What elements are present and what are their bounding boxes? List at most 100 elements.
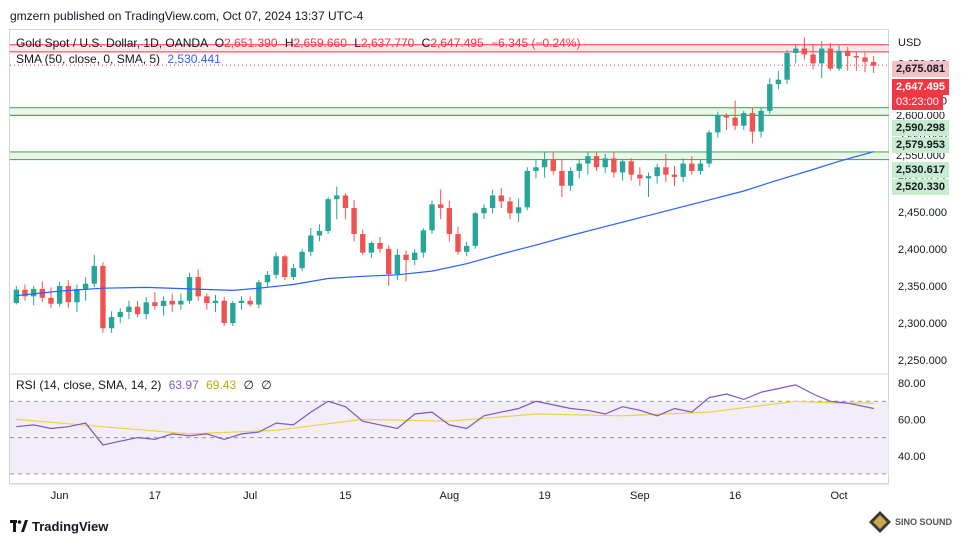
rsi-line — [16, 384, 874, 446]
candle-body — [264, 274, 271, 283]
candle-body — [758, 110, 764, 132]
candle-body — [221, 300, 227, 324]
last-price-tag: 2,647.495 — [892, 79, 949, 95]
candle-body — [325, 199, 331, 232]
candle-body — [82, 283, 89, 289]
countdown-tag: 03:23:00 — [892, 94, 943, 110]
candle-body — [489, 195, 496, 209]
candle-body — [22, 289, 28, 297]
candle-body — [117, 311, 123, 318]
candle-body — [437, 204, 444, 209]
candle-body — [56, 285, 63, 304]
candle-body — [671, 174, 678, 177]
x-tick-label: Oct — [830, 490, 847, 502]
x-tick-label: 15 — [339, 490, 351, 502]
candle-body — [160, 300, 167, 306]
candle-body — [732, 117, 738, 126]
support1-bottom-tag: 2,579.953 — [892, 137, 949, 153]
open-value: 2,651.390 — [224, 36, 278, 50]
candle-body — [741, 113, 747, 126]
candle-body — [481, 208, 487, 214]
candle-body — [637, 174, 643, 179]
candle-body — [91, 265, 97, 284]
axis-2550-label: 2,550.000 — [896, 153, 945, 161]
candle-body — [541, 159, 548, 168]
tradingview-brand[interactable]: TradingView — [10, 519, 108, 534]
y-tick-label: 2,450.000 — [898, 207, 947, 219]
symbol-name: Gold Spot / U.S. Dollar, 1D, OANDA — [16, 36, 208, 50]
sma-value: 2,530.441 — [167, 52, 221, 66]
candle-body — [394, 254, 401, 275]
rsi-tick-label: 60.00 — [898, 414, 926, 426]
candle-body — [628, 161, 634, 175]
candle-body — [212, 300, 219, 304]
candle-body — [108, 317, 115, 329]
resistance-zone — [10, 44, 889, 52]
rsi-sma-line — [16, 400, 874, 435]
change-value: −6.345 (−0.24%) — [491, 36, 581, 50]
candle-body — [645, 176, 652, 179]
candle-body — [576, 163, 582, 171]
candle-body — [654, 167, 660, 177]
close-label: C — [421, 36, 431, 50]
x-tick-label: 16 — [729, 490, 741, 502]
candle-body — [767, 84, 773, 111]
low-value: 2,637.770 — [360, 36, 415, 50]
sma-label: SMA (50, close, 0, SMA, 5) — [16, 52, 161, 66]
candle-body — [559, 170, 565, 186]
close-value: 2,647.495 — [430, 36, 484, 50]
low-label: L — [354, 36, 361, 50]
rsi-tick-label: 80.00 — [898, 378, 926, 390]
candle-body — [299, 251, 305, 269]
candle-body — [169, 300, 175, 305]
candle-body — [334, 195, 340, 200]
candle-body — [152, 302, 158, 306]
candle-body — [845, 50, 851, 56]
candle-body — [247, 300, 253, 305]
x-tick-label: Aug — [440, 490, 460, 502]
candles — [13, 37, 877, 333]
sma-50-line — [16, 151, 874, 297]
publisher-line: gmzern published on TradingView.com, Oct… — [10, 9, 364, 23]
candle-body — [30, 288, 37, 297]
support2-zone — [10, 151, 889, 160]
rsi-value: 63.97 — [168, 378, 199, 392]
high-label: H — [284, 36, 294, 50]
x-tick-label: Jun — [51, 490, 69, 502]
candle-body — [585, 156, 591, 164]
high-value: 2,659.660 — [293, 36, 347, 50]
candle-body — [507, 201, 513, 214]
support1-zone — [10, 107, 889, 116]
candle-body — [472, 213, 478, 246]
x-tick-label: 19 — [538, 490, 550, 502]
watermark-text: SINO SOUND — [895, 517, 953, 527]
candle-body — [351, 208, 357, 235]
candle-body — [697, 163, 704, 171]
candle-body — [273, 256, 279, 275]
y-tick-label: 2,400.000 — [898, 244, 947, 256]
axis-2600-label: 2,600.000 — [896, 112, 945, 120]
candle-body — [386, 248, 392, 275]
candle-body — [377, 242, 383, 249]
tradingview-logo-icon — [10, 520, 28, 532]
watermark-logo-icon — [869, 511, 891, 533]
candle-body — [65, 285, 71, 303]
candle-body — [819, 48, 825, 64]
candle-body — [100, 265, 106, 329]
candle-body — [715, 115, 721, 133]
candle-body — [230, 303, 236, 324]
candle-body — [680, 163, 686, 177]
candle-body — [412, 252, 418, 260]
candle-body — [368, 242, 375, 253]
candle-body — [316, 231, 323, 236]
candle-body — [810, 54, 816, 64]
currency-label[interactable]: USD — [898, 37, 922, 49]
resistance-tag: 2,675.081 — [892, 61, 949, 77]
rsi-tick-label: 40.00 — [898, 451, 926, 463]
candle-body — [515, 207, 522, 214]
candle-body — [446, 208, 453, 235]
candle-body — [749, 113, 756, 132]
candle-body — [290, 268, 297, 278]
candle-body — [870, 61, 877, 66]
